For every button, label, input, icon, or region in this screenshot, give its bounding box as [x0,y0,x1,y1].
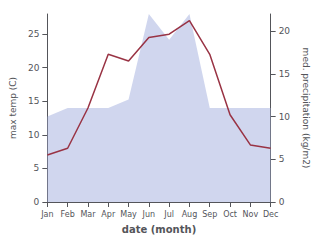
svg-text:Jun: Jun [142,210,156,219]
svg-text:25: 25 [28,29,39,39]
svg-text:15: 15 [279,69,290,79]
svg-text:med. precipitation (kg/m2): med. precipitation (kg/m2) [301,48,311,169]
svg-text:Jul: Jul [163,210,174,219]
svg-text:10: 10 [279,112,291,122]
svg-text:date (month): date (month) [122,224,196,235]
svg-text:10: 10 [28,130,40,140]
svg-text:15: 15 [28,96,39,106]
svg-text:0: 0 [34,197,40,207]
svg-text:Mar: Mar [80,210,96,219]
svg-text:Sep: Sep [202,210,217,219]
svg-text:Aug: Aug [182,210,198,219]
svg-text:20: 20 [279,26,291,36]
svg-text:5: 5 [34,163,40,173]
svg-text:0: 0 [279,197,285,207]
svg-text:Apr: Apr [101,210,116,219]
svg-text:Oct: Oct [223,210,237,219]
svg-text:Nov: Nov [243,210,259,219]
svg-text:20: 20 [28,63,40,73]
svg-text:Dec: Dec [263,210,278,219]
svg-text:5: 5 [279,154,285,164]
svg-text:Feb: Feb [61,210,75,219]
svg-text:max temp (C): max temp (C) [8,77,18,139]
svg-text:May: May [120,210,137,219]
svg-text:Jan: Jan [40,210,53,219]
